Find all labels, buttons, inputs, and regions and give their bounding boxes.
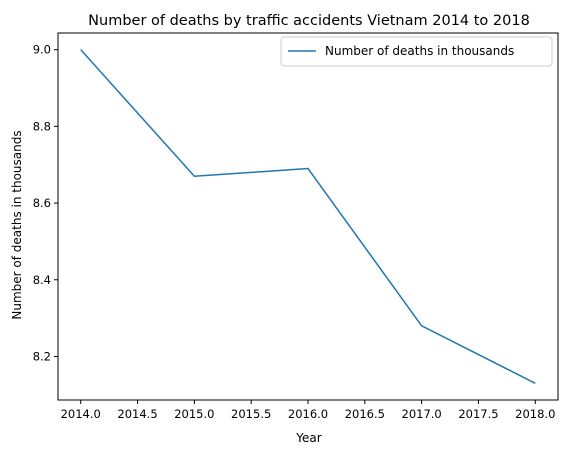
legend-box (280, 36, 553, 67)
y-axis-label: Number of deaths in thousands (10, 130, 24, 319)
y-tick-label: 8.8 (33, 119, 51, 133)
y-axis-ticks: 8.2 8.4 8.6 8.8 9.0 (33, 43, 58, 363)
plot-area (80, 49, 536, 384)
x-tick-label: 2017.0 (402, 407, 442, 421)
y-tick-label: 8.4 (33, 273, 51, 287)
chart-title: Number of deaths by traffic accidents Vi… (88, 13, 530, 29)
x-tick-label: 2017.5 (458, 407, 498, 421)
axes-frame (57, 32, 559, 401)
x-tick-label: 2014.0 (61, 407, 101, 421)
x-tick-label: 2016.0 (288, 407, 328, 421)
y-tick-label: 8.2 (33, 349, 51, 363)
x-tick-label: 2014.5 (117, 407, 157, 421)
legend: Number of deaths in thousands (280, 36, 553, 67)
x-axis-label: Year (295, 431, 321, 445)
x-tick-label: 2018.0 (515, 407, 555, 421)
x-axis-ticks: 2014.0 2014.5 2015.0 2015.5 2016.0 2016.5 2017… (61, 400, 555, 421)
x-tick-label: 2015.5 (231, 407, 271, 421)
y-tick-label: 9.0 (33, 43, 51, 57)
data-line (80, 49, 536, 384)
x-tick-label: 2016.5 (345, 407, 385, 421)
y-tick-label: 8.6 (33, 196, 51, 210)
legend-label: Number of deaths in thousands (325, 44, 514, 58)
x-tick-label: 2015.0 (174, 407, 214, 421)
